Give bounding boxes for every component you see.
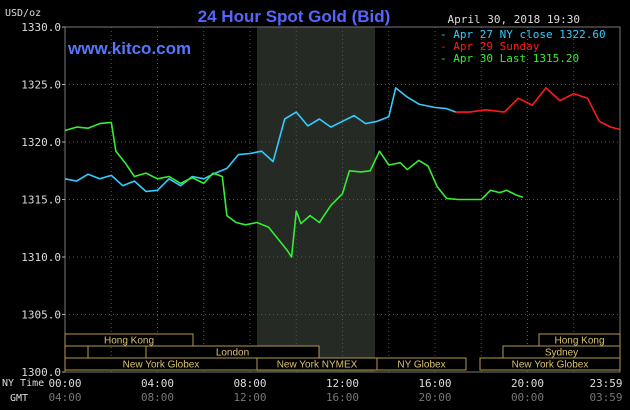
legend-entry: - Apr 30 Last 1315.20 <box>440 52 579 65</box>
gmt-tick: 03:59 <box>589 391 622 404</box>
gmt-tick: 08:00 <box>141 391 174 404</box>
gmt-tick: 20:00 <box>418 391 451 404</box>
chart-title: 24 Hour Spot Gold (Bid) <box>198 7 391 26</box>
date-stamp: April 30, 2018 19:30 <box>448 13 580 26</box>
series-line <box>64 121 524 258</box>
market-label: New York Globex <box>123 360 200 371</box>
gmt-row-label: GMT <box>10 393 28 404</box>
kitco-watermark: www.kitco.com <box>67 39 191 58</box>
market-label: Hong Kong <box>104 336 154 347</box>
ny-time-tick: 23:59 <box>589 377 622 390</box>
market-label: Sydney <box>545 348 578 359</box>
legend-entry: - Apr 29 Sunday <box>440 40 540 53</box>
grid <box>65 27 620 372</box>
ny-time-tick: 20:00 <box>511 377 544 390</box>
market-bar <box>64 333 194 347</box>
market-label: Hong Kong <box>554 336 604 347</box>
gmt-tick: 12:00 <box>233 391 266 404</box>
y-tick-label: 1325.0 <box>21 79 61 92</box>
series-line <box>64 87 457 193</box>
y-tick-label: 1330.0 <box>21 21 61 34</box>
gmt-tick: 00:00 <box>511 391 544 404</box>
y-tick-label: 1310.0 <box>21 251 61 264</box>
y-tick-label: 1315.0 <box>21 194 61 207</box>
ny-time-tick: 04:00 <box>141 377 174 390</box>
market-label: New York NYMEX <box>277 360 358 371</box>
y-tick-labels: 1330.0 1325.0 1320.0 1315.0 1310.0 1305.0 1300… <box>21 21 65 379</box>
ny-time-tick: 12:00 <box>326 377 359 390</box>
y-tick-label: 1300.0 <box>21 366 61 379</box>
y-axis-unit-label: USD/oz <box>5 8 41 19</box>
ny-time-tick: 16:00 <box>418 377 451 390</box>
market-label: London <box>216 348 249 359</box>
legend-entry: - Apr 27 NY close 1322.60 <box>440 28 606 41</box>
market-label: New York Globex <box>512 360 589 371</box>
market-bar <box>64 345 89 359</box>
market-bar <box>479 357 621 371</box>
gmt-tick: 04:00 <box>48 391 81 404</box>
legend: - Apr 27 NY close 1322.60- Apr 29 Sunday… <box>440 28 606 65</box>
series-line <box>455 87 620 131</box>
market-label: NY Globex <box>397 360 445 371</box>
nymex-session-shading <box>257 27 375 372</box>
ny-time-tick: 08:00 <box>233 377 266 390</box>
ny-time-tick: 00:00 <box>48 377 81 390</box>
gmt-tick: 16:00 <box>326 391 359 404</box>
y-tick-label: 1305.0 <box>21 309 61 322</box>
series-lines <box>64 87 620 258</box>
market-bar <box>376 357 467 371</box>
x-tick-labels: 00:00 04:00 08:00 12:00 16:00 20:00 23:5904:00… <box>48 377 622 404</box>
y-tick-label: 1320.0 <box>21 136 61 149</box>
ny-time-row-label: NY Time <box>2 378 44 389</box>
